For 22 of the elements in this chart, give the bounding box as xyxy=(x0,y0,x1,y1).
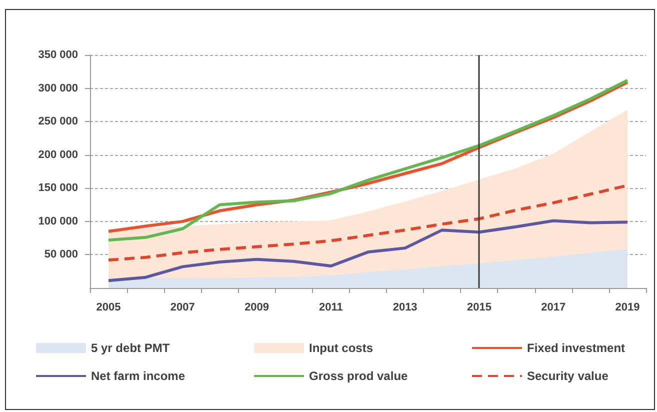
y-tick-label: 50 000 xyxy=(44,248,78,261)
x-tick-label: 2007 xyxy=(170,302,195,314)
legend-label: 5 yr debt PMT xyxy=(91,341,170,355)
y-tick-label: 200 000 xyxy=(38,148,78,161)
legend-label: Gross prod value xyxy=(309,369,408,383)
y-tick-label: 150 000 xyxy=(38,182,78,194)
y-tick-label: 300 000 xyxy=(38,82,78,94)
legend-label: Net farm income xyxy=(91,369,186,383)
y-tick-label: 250 000 xyxy=(38,116,78,128)
x-tick-label: 2009 xyxy=(244,302,270,314)
x-tick-label: 2017 xyxy=(541,302,566,314)
y-tick-label: 350 000 xyxy=(38,49,78,61)
legend-label: Security value xyxy=(527,369,609,383)
y-tick-label: 100 000 xyxy=(38,215,78,228)
x-tick-label: 2013 xyxy=(392,302,418,314)
x-tick-label: 2005 xyxy=(96,302,121,314)
legend-label: Fixed investment xyxy=(527,341,626,355)
x-tick-label: 2011 xyxy=(318,302,343,314)
x-tick-label: 2015 xyxy=(466,302,492,314)
legend-label: Input costs xyxy=(309,341,374,355)
x-tick-label: 2019 xyxy=(615,302,640,314)
line-series xyxy=(107,219,629,282)
